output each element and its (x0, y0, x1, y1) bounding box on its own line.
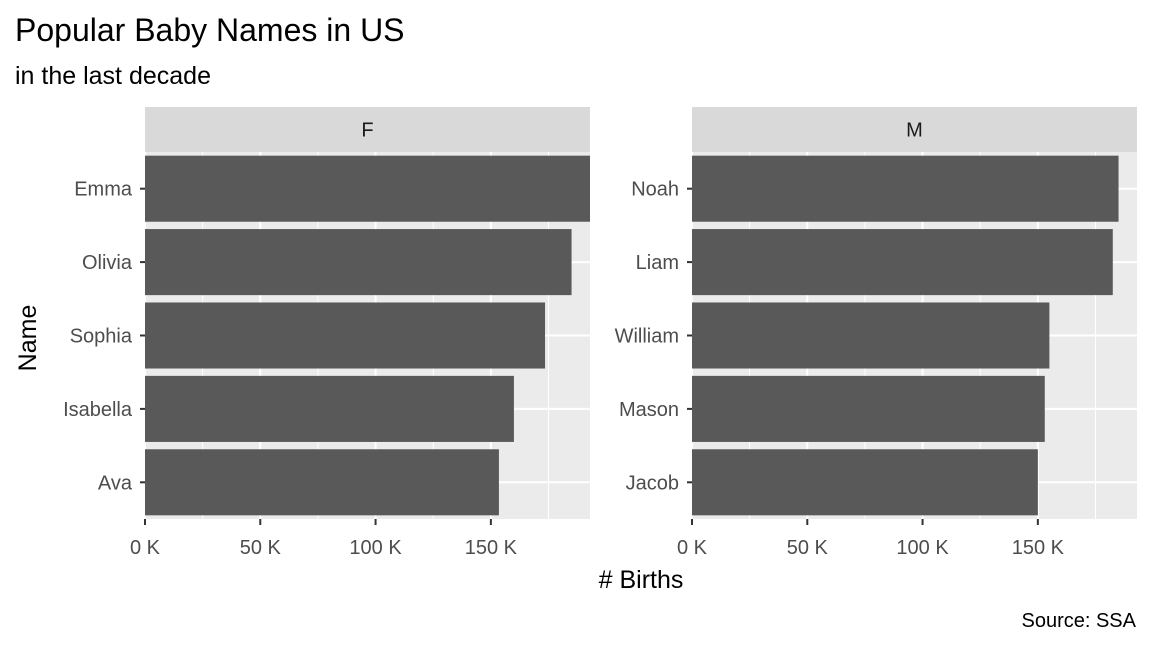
strip-label: M (906, 120, 923, 142)
y-tick-label: Mason (619, 399, 679, 421)
y-tick-label: Jacob (626, 472, 679, 494)
bar-sophia (145, 302, 546, 369)
bar-jacob (692, 449, 1038, 516)
strip-background (692, 107, 1137, 152)
bar-mason (692, 375, 1045, 442)
bar-liam (692, 229, 1113, 296)
bar-emma (145, 155, 590, 222)
chart-caption: Source: SSA (1021, 610, 1136, 632)
bar-olivia (145, 229, 572, 296)
y-tick-label: Liam (636, 252, 679, 274)
x-tick-label: 100 K (896, 537, 949, 559)
y-tick-label: Emma (74, 179, 133, 201)
y-tick-label: Noah (631, 179, 679, 201)
bar-william (692, 302, 1050, 369)
x-tick-label: 150 K (1012, 537, 1065, 559)
y-tick-label: Olivia (82, 252, 133, 274)
bar-ava (145, 449, 499, 516)
y-tick-label: Sophia (70, 326, 133, 348)
panel-M: M Noah Liam William Mason Jacob 0 K 50 K 100 K 15… (615, 107, 1137, 559)
chart-title: Popular Baby Names in US (15, 12, 405, 48)
panels: F Emma Olivia Sophia Isabella Ava 0 K 50 K 100 K… (63, 107, 1137, 559)
y-tick-label: Ava (98, 472, 133, 494)
strip-label: F (361, 120, 373, 142)
panel-F: F Emma Olivia Sophia Isabella Ava 0 K 50 K 100 K… (63, 107, 590, 559)
chart-subtitle: in the last decade (15, 62, 211, 90)
x-tick-label: 100 K (349, 537, 402, 559)
x-tick-label: 50 K (787, 537, 829, 559)
x-tick-label: 50 K (240, 537, 282, 559)
strip-background (145, 107, 590, 152)
y-tick-label: William (615, 326, 679, 348)
x-tick-label: 0 K (677, 537, 708, 559)
bar-noah (692, 155, 1119, 222)
x-tick-label: 150 K (465, 537, 518, 559)
bar-isabella (145, 375, 514, 442)
y-axis-title: Name (14, 305, 42, 372)
x-tick-label: 0 K (130, 537, 161, 559)
x-axis-title: # Births (599, 566, 684, 594)
y-tick-label: Isabella (63, 399, 133, 421)
